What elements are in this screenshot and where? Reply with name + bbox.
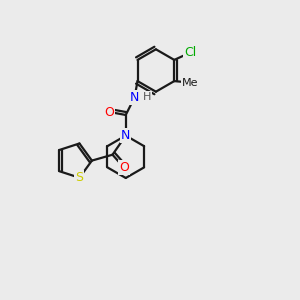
Text: Cl: Cl (184, 46, 196, 59)
Text: S: S (75, 171, 83, 184)
Text: Me: Me (182, 78, 199, 88)
Text: N: N (121, 129, 130, 142)
Text: O: O (119, 161, 129, 175)
Text: N: N (130, 91, 139, 104)
Text: H: H (143, 92, 151, 102)
Text: O: O (105, 106, 115, 118)
